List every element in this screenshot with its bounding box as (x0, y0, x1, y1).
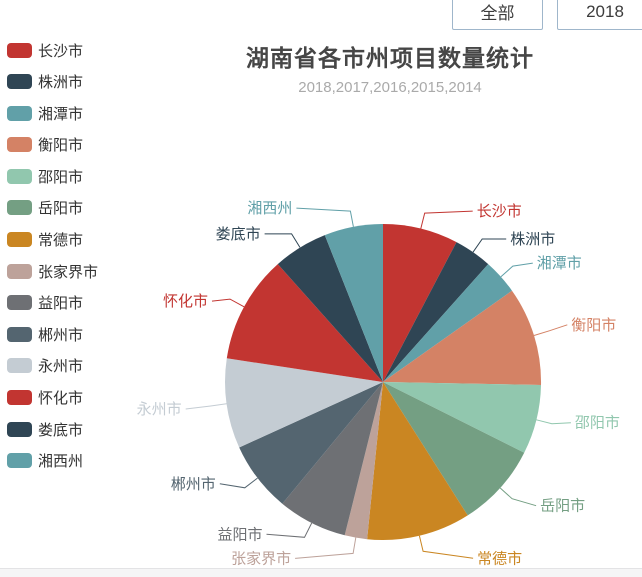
pie-label-leader-line (296, 207, 354, 227)
legend-label: 长沙市 (38, 42, 84, 60)
legend-color-swatch (7, 74, 32, 90)
legend-item[interactable]: 湘潭市 (7, 105, 98, 123)
pie-slice[interactable] (225, 358, 383, 448)
legend-color-swatch (7, 232, 32, 248)
pie-slice[interactable] (383, 223, 457, 382)
legend-item[interactable]: 益阳市 (7, 295, 98, 313)
legend-label: 湘潭市 (38, 105, 84, 123)
pie-slice[interactable] (383, 382, 525, 516)
pie-label-leader-line (472, 238, 507, 253)
legend-color-swatch (7, 168, 32, 184)
legend-item[interactable]: 衡阳市 (7, 137, 98, 155)
legend-item[interactable]: 株洲市 (7, 74, 98, 92)
legend-item[interactable]: 娄底市 (7, 421, 98, 439)
pie-slice-label: 湘西州 (247, 200, 292, 217)
legend-item[interactable]: 长沙市 (7, 42, 98, 60)
legend-color-swatch (7, 421, 32, 437)
pie-label-leader-line (500, 262, 533, 278)
pie-slice[interactable] (226, 264, 383, 382)
pie-slice[interactable] (367, 382, 468, 541)
pie-slice[interactable] (324, 224, 383, 382)
pie-label-leader-line (418, 535, 474, 559)
pie-label-leader-line (211, 298, 245, 308)
pie-slice-label: 娄底市 (216, 226, 261, 243)
pie-slice-label: 常德市 (477, 549, 522, 567)
pie-label-leader-line (219, 477, 258, 489)
legend-color-swatch (7, 42, 32, 58)
pie-slice-label: 益阳市 (217, 526, 262, 543)
legend-color-swatch (7, 295, 32, 311)
pie-slice-label: 怀化市 (163, 293, 208, 310)
chart-subtitle: 2018,2017,2016,2015,2014 (298, 79, 482, 96)
legend-label: 常德市 (38, 232, 84, 250)
legend-color-swatch (7, 200, 32, 216)
legend-color-swatch (7, 105, 32, 121)
legend-label: 娄底市 (38, 421, 84, 439)
pie-slice-label: 张家界市 (231, 550, 291, 567)
pie-slice-label: 岳阳市 (540, 498, 585, 515)
pie-slice[interactable] (239, 382, 383, 504)
pie-slice-label: 湘潭市 (537, 255, 582, 272)
legend-item[interactable]: 怀化市 (7, 390, 98, 408)
legend-color-swatch (7, 453, 32, 469)
legend-label: 岳阳市 (38, 200, 84, 218)
pie-slice-label: 邵阳市 (575, 415, 620, 432)
legend-item[interactable]: 张家界市 (7, 263, 99, 281)
chart-title: 湖南省各市州项目数量统计 (246, 45, 534, 71)
pie-slice-label: 长沙市 (477, 203, 522, 220)
pie-slice[interactable] (383, 264, 512, 382)
legend-label: 郴州市 (38, 326, 84, 344)
legend: 长沙市株洲市湘潭市衡阳市邵阳市岳阳市常德市张家界市益阳市郴州市永州市怀化市娄底市… (7, 42, 98, 484)
pie-label-leader-line (266, 522, 313, 538)
legend-label: 益阳市 (38, 295, 84, 313)
pie-slice[interactable] (383, 382, 541, 453)
pie-label-leader-line (533, 324, 568, 336)
legend-label: 湘西州 (38, 453, 84, 471)
legend-item[interactable]: 郴州市 (7, 326, 98, 344)
pie-label-leader-line (420, 210, 473, 229)
footer-strip (0, 568, 642, 577)
pie-label-leader-line (536, 419, 571, 425)
legend-item[interactable]: 常德市 (7, 232, 98, 250)
pie-slice-label: 郴州市 (171, 476, 216, 493)
pie-slice-label: 衡阳市 (571, 317, 616, 334)
pie-label-leader-line (295, 537, 357, 559)
pie-label-leader-line (185, 403, 227, 410)
pie-slice[interactable] (383, 290, 542, 385)
pie-slice-label: 永州市 (137, 401, 182, 418)
filter-year-2018-button[interactable]: 2018 (557, 0, 642, 30)
legend-color-swatch (7, 137, 32, 153)
legend-color-swatch (7, 263, 32, 279)
legend-label: 邵阳市 (38, 168, 84, 186)
legend-item[interactable]: 永州市 (7, 358, 98, 376)
pie-slice[interactable] (383, 242, 489, 382)
pie-slice[interactable] (277, 235, 383, 382)
legend-item[interactable]: 岳阳市 (7, 200, 98, 218)
legend-color-swatch (7, 326, 32, 342)
pie-slice-label: 株洲市 (510, 231, 555, 248)
legend-label: 永州市 (38, 358, 84, 376)
legend-label: 衡阳市 (38, 137, 84, 155)
filter-all-button[interactable]: 全部 (452, 0, 543, 30)
legend-item[interactable]: 湘西州 (7, 453, 98, 471)
pie-label-leader-line (264, 233, 301, 248)
pie-slice[interactable] (282, 382, 383, 536)
legend-item[interactable]: 邵阳市 (7, 168, 98, 186)
pie-slice[interactable] (344, 382, 383, 540)
legend-label: 株洲市 (38, 74, 84, 92)
legend-color-swatch (7, 358, 32, 374)
legend-label: 怀化市 (38, 390, 84, 408)
legend-color-swatch (7, 390, 32, 406)
pie-label-leader-line (499, 487, 537, 507)
legend-label: 张家界市 (38, 263, 99, 281)
